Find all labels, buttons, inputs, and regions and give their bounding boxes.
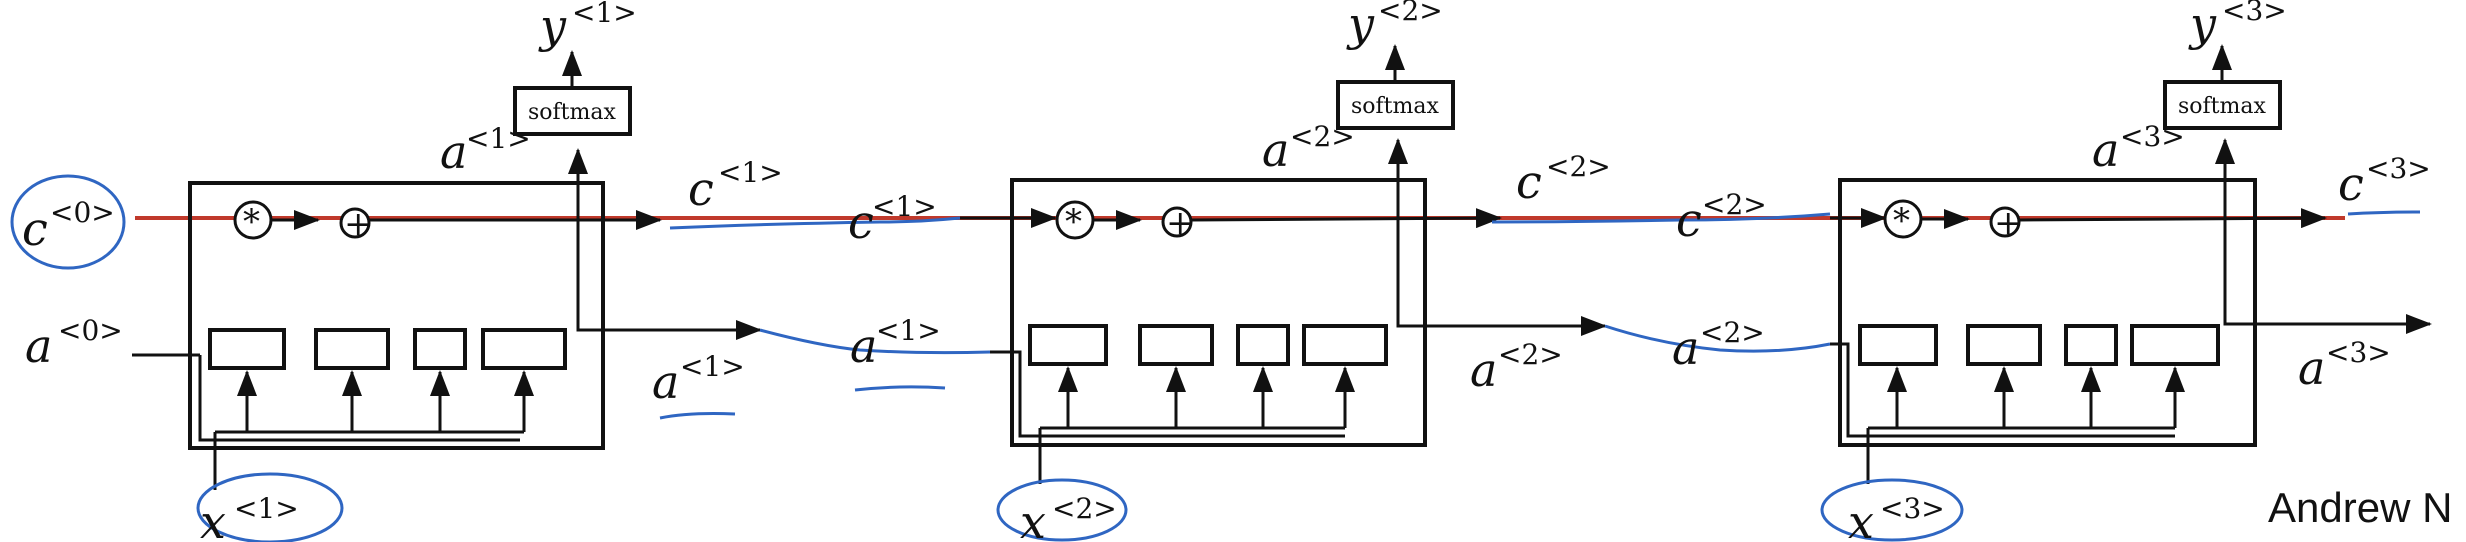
a0-label-group: a <0> [25, 314, 200, 373]
cell-box [1010, 178, 1427, 447]
x3-circle [1820, 478, 1964, 542]
c0-label-group: c <0> [10, 174, 126, 270]
a-top-sup: <1> [466, 122, 531, 155]
a-in-2-base: a [850, 319, 877, 373]
c0-base: c [22, 202, 48, 256]
a-out-sup: <3> [2326, 336, 2391, 369]
c-in-2-sup: <1> [872, 190, 937, 223]
c-in-3-base: c [1676, 193, 1702, 247]
gate-box-2 [1966, 324, 2042, 366]
x-input-base: x [1848, 495, 1874, 542]
add-op [1161, 206, 1193, 238]
cell-box [1838, 178, 2257, 447]
gate-box-3 [1236, 324, 1290, 366]
lstm-cell-2: * + softmax y <2> a <2> c <2> a <2> x <2… [960, 0, 1611, 542]
gate-box-1 [208, 328, 286, 370]
multiply-symbol: * [1893, 201, 1910, 241]
gate-box-2 [1138, 324, 1214, 366]
lstm-cell-1: * + softmax y <1> a <1> c <1 [188, 0, 783, 542]
softmax-label: softmax [528, 100, 616, 125]
c-out-base: c [1516, 155, 1542, 209]
gate-box-4 [481, 328, 567, 370]
softmax-label: softmax [1351, 94, 1439, 119]
a-out-sup: <1> [680, 350, 745, 383]
a-top-base: a [2092, 123, 2119, 177]
gate-box-3 [413, 328, 467, 370]
x-input-base: x [1020, 495, 1046, 542]
add-symbol: + [344, 204, 373, 244]
a-in-2-sup: <1> [876, 314, 941, 347]
c-in-2-base: c [848, 195, 874, 249]
gate-box-4 [2130, 324, 2220, 366]
a-out-base: a [2298, 341, 2325, 395]
a-out-base: a [1470, 343, 1497, 397]
c0-sup: <0> [50, 196, 115, 229]
softmax-label: softmax [2178, 94, 2266, 119]
a-in-3-base: a [1672, 321, 1699, 375]
x-input-sup: <1> [234, 492, 299, 525]
add-op [1989, 206, 2021, 238]
gate-box-4 [1302, 324, 1388, 366]
a-out-sup: <2> [1498, 338, 1563, 371]
c-out-sup: <2> [1546, 150, 1611, 183]
x2-circle [996, 478, 1128, 542]
softmax-box [1336, 80, 1455, 130]
add-op [339, 207, 371, 239]
a-top-sup: <3> [2120, 120, 2185, 153]
x-input-base: x [200, 495, 226, 542]
add-symbol: + [1994, 203, 2023, 243]
a-top-sup: <2> [1290, 120, 1355, 153]
gate-box-1 [1028, 324, 1108, 366]
a-top-base: a [1262, 123, 1289, 177]
c-out-sup: <1> [718, 156, 783, 189]
multiply-symbol: * [243, 202, 260, 242]
y-output-base: y [538, 0, 567, 53]
c-in-3-sup: <2> [1702, 188, 1767, 221]
a0-base: a [25, 319, 52, 373]
a-out-base: a [652, 355, 679, 409]
c-out-base: c [2338, 157, 2364, 211]
softmax-box [513, 86, 632, 136]
y-output-base: y [1346, 0, 1375, 51]
c0-circle [10, 174, 126, 270]
c-out-sup: <3> [2366, 152, 2431, 185]
softmax-box [2163, 80, 2282, 130]
gate-box-2 [314, 328, 390, 370]
y-output-sup: <3> [2222, 0, 2287, 27]
gate-box-3 [2064, 324, 2118, 366]
cell-box [188, 181, 605, 450]
c-out-base: c [688, 162, 714, 216]
x1-circle [196, 472, 344, 542]
author-credit: Andrew N [2268, 484, 2452, 531]
gate-box-1 [1858, 324, 1938, 366]
y-output-base: y [2188, 0, 2217, 51]
multiply-symbol: * [1065, 202, 1082, 242]
a-in-3-sup: <2> [1700, 316, 1765, 349]
a0-sup: <0> [58, 314, 123, 347]
a-top-base: a [440, 125, 467, 179]
y-output-sup: <2> [1378, 0, 1443, 27]
x-input-sup: <2> [1052, 492, 1117, 525]
lstm-cell-3: * + softmax y <3> a <3> c <3> a <3> x <3… [1820, 0, 2432, 542]
add-symbol: + [1166, 203, 1195, 243]
y-output-sup: <1> [572, 0, 637, 29]
x-input-sup: <3> [1880, 492, 1945, 525]
